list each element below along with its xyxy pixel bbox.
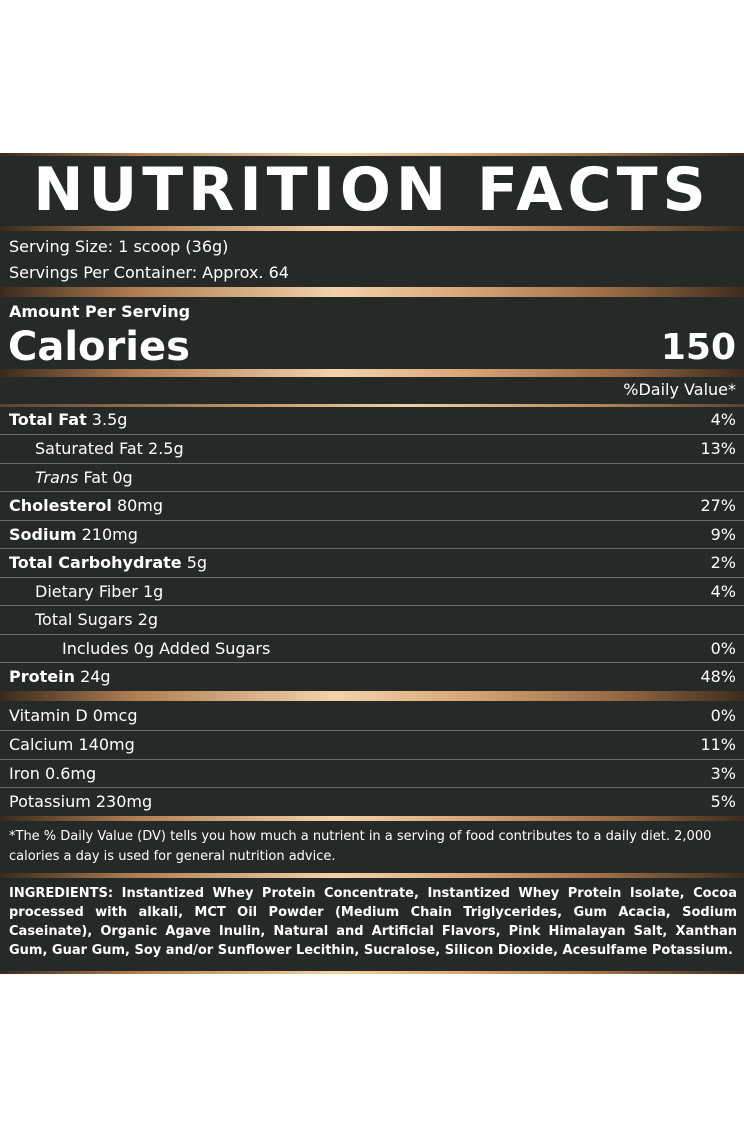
nutrient-dv-added-sugars: 0% [710,639,736,658]
daily-value-footnote: *The % Daily Value (DV) tells you how mu… [9,829,712,864]
amount-per-serving-label: Amount Per Serving [9,302,191,321]
ingredients-list: INGREDIENTS: Instantized Whey Protein Co… [9,886,737,958]
nutrient-dv-saturated-fat: 13% [700,439,736,458]
vitamin-dv-calcium: 11% [700,735,736,754]
nutrient-name: Cholesterol [9,496,112,515]
row-divider [0,491,744,492]
nutrient-row-total-sugars: Total Sugars 2g [35,610,159,629]
row-divider [0,634,744,635]
nutrient-name: Protein [9,667,75,686]
nutrient-row-saturated-fat: Saturated Fat 2.5g [35,439,184,458]
thick-gold-divider-3 [0,691,744,701]
vitamin-row-potassium: Potassium 230mg [9,792,153,811]
dv-divider [0,404,744,407]
nutrient-name: Trans [35,468,79,487]
nutrient-dv-dietary-fiber: 4% [710,582,736,601]
vitamin-row-iron: Iron 0.6mg [9,764,97,783]
vitamin-row-calcium: Calcium 140mg [9,735,135,754]
nutrient-amount: 24g [74,667,111,686]
vitamin-dv-iron: 3% [710,764,736,783]
nutrient-dv-sodium: 9% [710,525,736,544]
nutrient-row-cholesterol: Cholesterol 80mg [9,496,163,516]
nutrient-amount: 3.5g [86,410,128,429]
nutrient-name: Total Fat [9,410,87,429]
footnote-divider [0,816,744,821]
nutrient-name: Total Carbohydrate [9,553,182,572]
row-divider [0,463,744,464]
nutrient-dv-protein: 48% [700,667,736,686]
nutrient-name: Sodium [9,525,77,544]
row-divider [0,520,744,521]
bottom-gold-border [0,971,744,974]
row-divider [0,577,744,578]
thick-gold-divider-2 [0,369,744,377]
nutrient-amount: 210mg [76,525,138,544]
calories-label: Calories [8,324,190,370]
top-gold-border [0,153,744,156]
servings-per-container: Servings Per Container: Approx. 64 [9,263,289,282]
nutrient-amount: 5g [181,553,208,572]
nutrient-dv-total-carbohydrate: 2% [710,553,736,572]
row-divider [0,434,744,435]
nutrient-row-trans-fat: Trans Fat 0g [35,468,133,488]
nutrient-row-protein: Protein 24g [9,667,111,687]
nutrient-dv-total-fat: 4% [710,410,736,429]
nutrient-row-total-fat: Total Fat 3.5g [9,410,127,430]
nutrient-row-added-sugars: Includes 0g Added Sugars [62,639,271,658]
title-divider [0,226,744,231]
row-divider [0,787,744,788]
vitamin-row-vitamin-d: Vitamin D 0mcg [9,706,138,725]
row-divider [0,730,744,731]
daily-value-header: %Daily Value* [623,380,736,399]
nutrient-amount: Fat 0g [78,468,133,487]
calories-value: 150 [660,327,736,368]
vitamin-dv-vitamin-d: 0% [710,706,736,725]
row-divider [0,759,744,760]
nutrient-row-sodium: Sodium 210mg [9,525,138,545]
serving-size: Serving Size: 1 scoop (36g) [9,237,229,256]
row-divider [0,548,744,549]
row-divider [0,662,744,663]
nutrient-row-total-carbohydrate: Total Carbohydrate 5g [9,553,207,573]
thick-gold-divider-1 [0,287,744,297]
ingredients-divider [0,873,744,878]
nutrient-dv-cholesterol: 27% [700,496,736,515]
panel-title: NUTRITION FACTS [33,155,711,225]
nutrient-row-dietary-fiber: Dietary Fiber 1g [35,582,164,601]
nutrient-amount: 80mg [111,496,164,515]
vitamin-dv-potassium: 5% [710,792,736,811]
row-divider [0,605,744,606]
